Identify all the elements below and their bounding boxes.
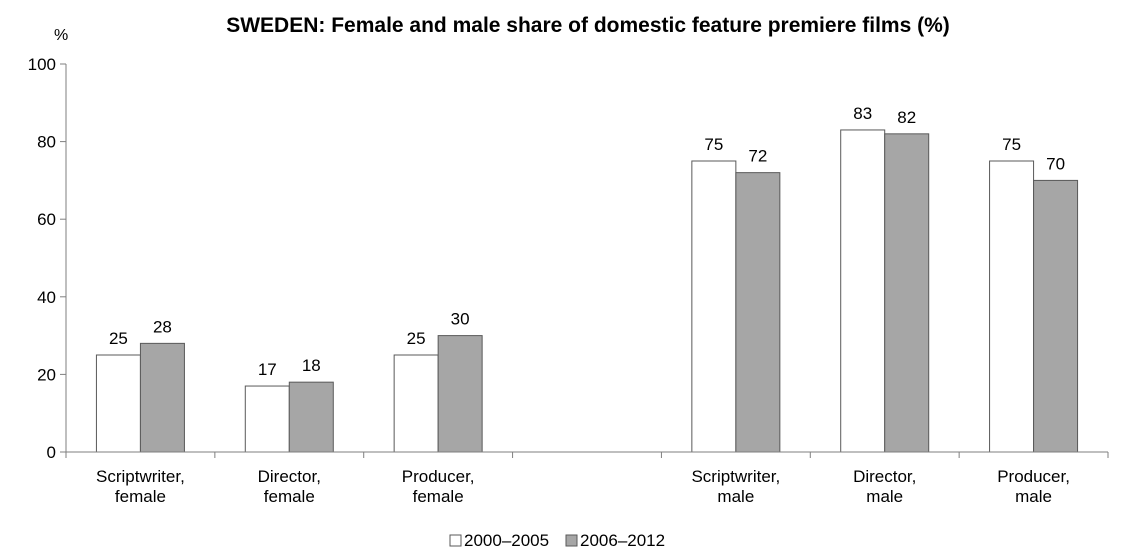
data-label: 17	[258, 360, 277, 379]
data-label: 72	[748, 147, 767, 166]
legend-swatch	[565, 534, 578, 547]
bar-series2	[139, 342, 185, 453]
x-category-label: Scriptwriter,	[96, 467, 185, 486]
x-category-label: Director,	[258, 467, 321, 486]
x-category-label: Scriptwriter,	[691, 467, 780, 486]
bar-series1	[95, 354, 141, 453]
y-tick-label: 60	[37, 210, 56, 229]
bar-series2	[437, 335, 483, 453]
bar-series1	[840, 129, 886, 453]
bars	[95, 129, 1079, 453]
y-tick-label: 100	[28, 55, 56, 74]
y-tick-label: 80	[37, 133, 56, 152]
bar-series2	[884, 133, 930, 453]
legend-label: 2000–2005	[464, 531, 549, 550]
x-axis-categories: Scriptwriter,femaleDirector,femaleProduc…	[96, 467, 1070, 506]
legend-swatch	[449, 534, 462, 547]
data-label: 25	[109, 329, 128, 348]
bar-series1	[989, 160, 1035, 453]
data-label: 75	[704, 135, 723, 154]
x-category-label: Director,	[853, 467, 916, 486]
data-labels: 25 17 25 75 83 75 28 18 30 72 82 70	[109, 104, 1065, 379]
data-label: 75	[1002, 135, 1021, 154]
legend-label: 2006–2012	[580, 531, 665, 550]
x-category-label: Producer,	[997, 467, 1070, 486]
y-tick-label: 0	[47, 443, 56, 462]
data-label: 83	[853, 104, 872, 123]
bar-series1	[244, 385, 290, 453]
data-label: 28	[153, 317, 172, 336]
data-label: 25	[407, 329, 426, 348]
bar-series2	[735, 172, 781, 453]
bar-series1	[691, 160, 737, 453]
x-category-label: female	[264, 487, 315, 506]
chart-title: SWEDEN: Female and male share of domesti…	[226, 14, 950, 37]
y-axis-unit: %	[54, 27, 68, 44]
x-category-label: Producer,	[402, 467, 475, 486]
x-category-label: male	[1015, 487, 1052, 506]
x-category-label: male	[717, 487, 754, 506]
x-category-label: female	[413, 487, 464, 506]
data-label: 30	[451, 310, 470, 329]
data-label: 82	[897, 108, 916, 127]
x-category-label: female	[115, 487, 166, 506]
data-label: 18	[302, 356, 321, 375]
data-label: 70	[1046, 154, 1065, 173]
x-category-label: male	[866, 487, 903, 506]
bar-series2	[1033, 179, 1079, 453]
y-axis-ticks: 0 20 40 60 80 100	[28, 55, 66, 462]
bar-series1	[393, 354, 439, 453]
bar-series2	[288, 381, 334, 453]
y-tick-label: 20	[37, 365, 56, 384]
y-tick-label: 40	[37, 288, 56, 307]
axes	[65, 64, 1109, 458]
legend: 2000–2005 2006–2012	[449, 531, 665, 550]
